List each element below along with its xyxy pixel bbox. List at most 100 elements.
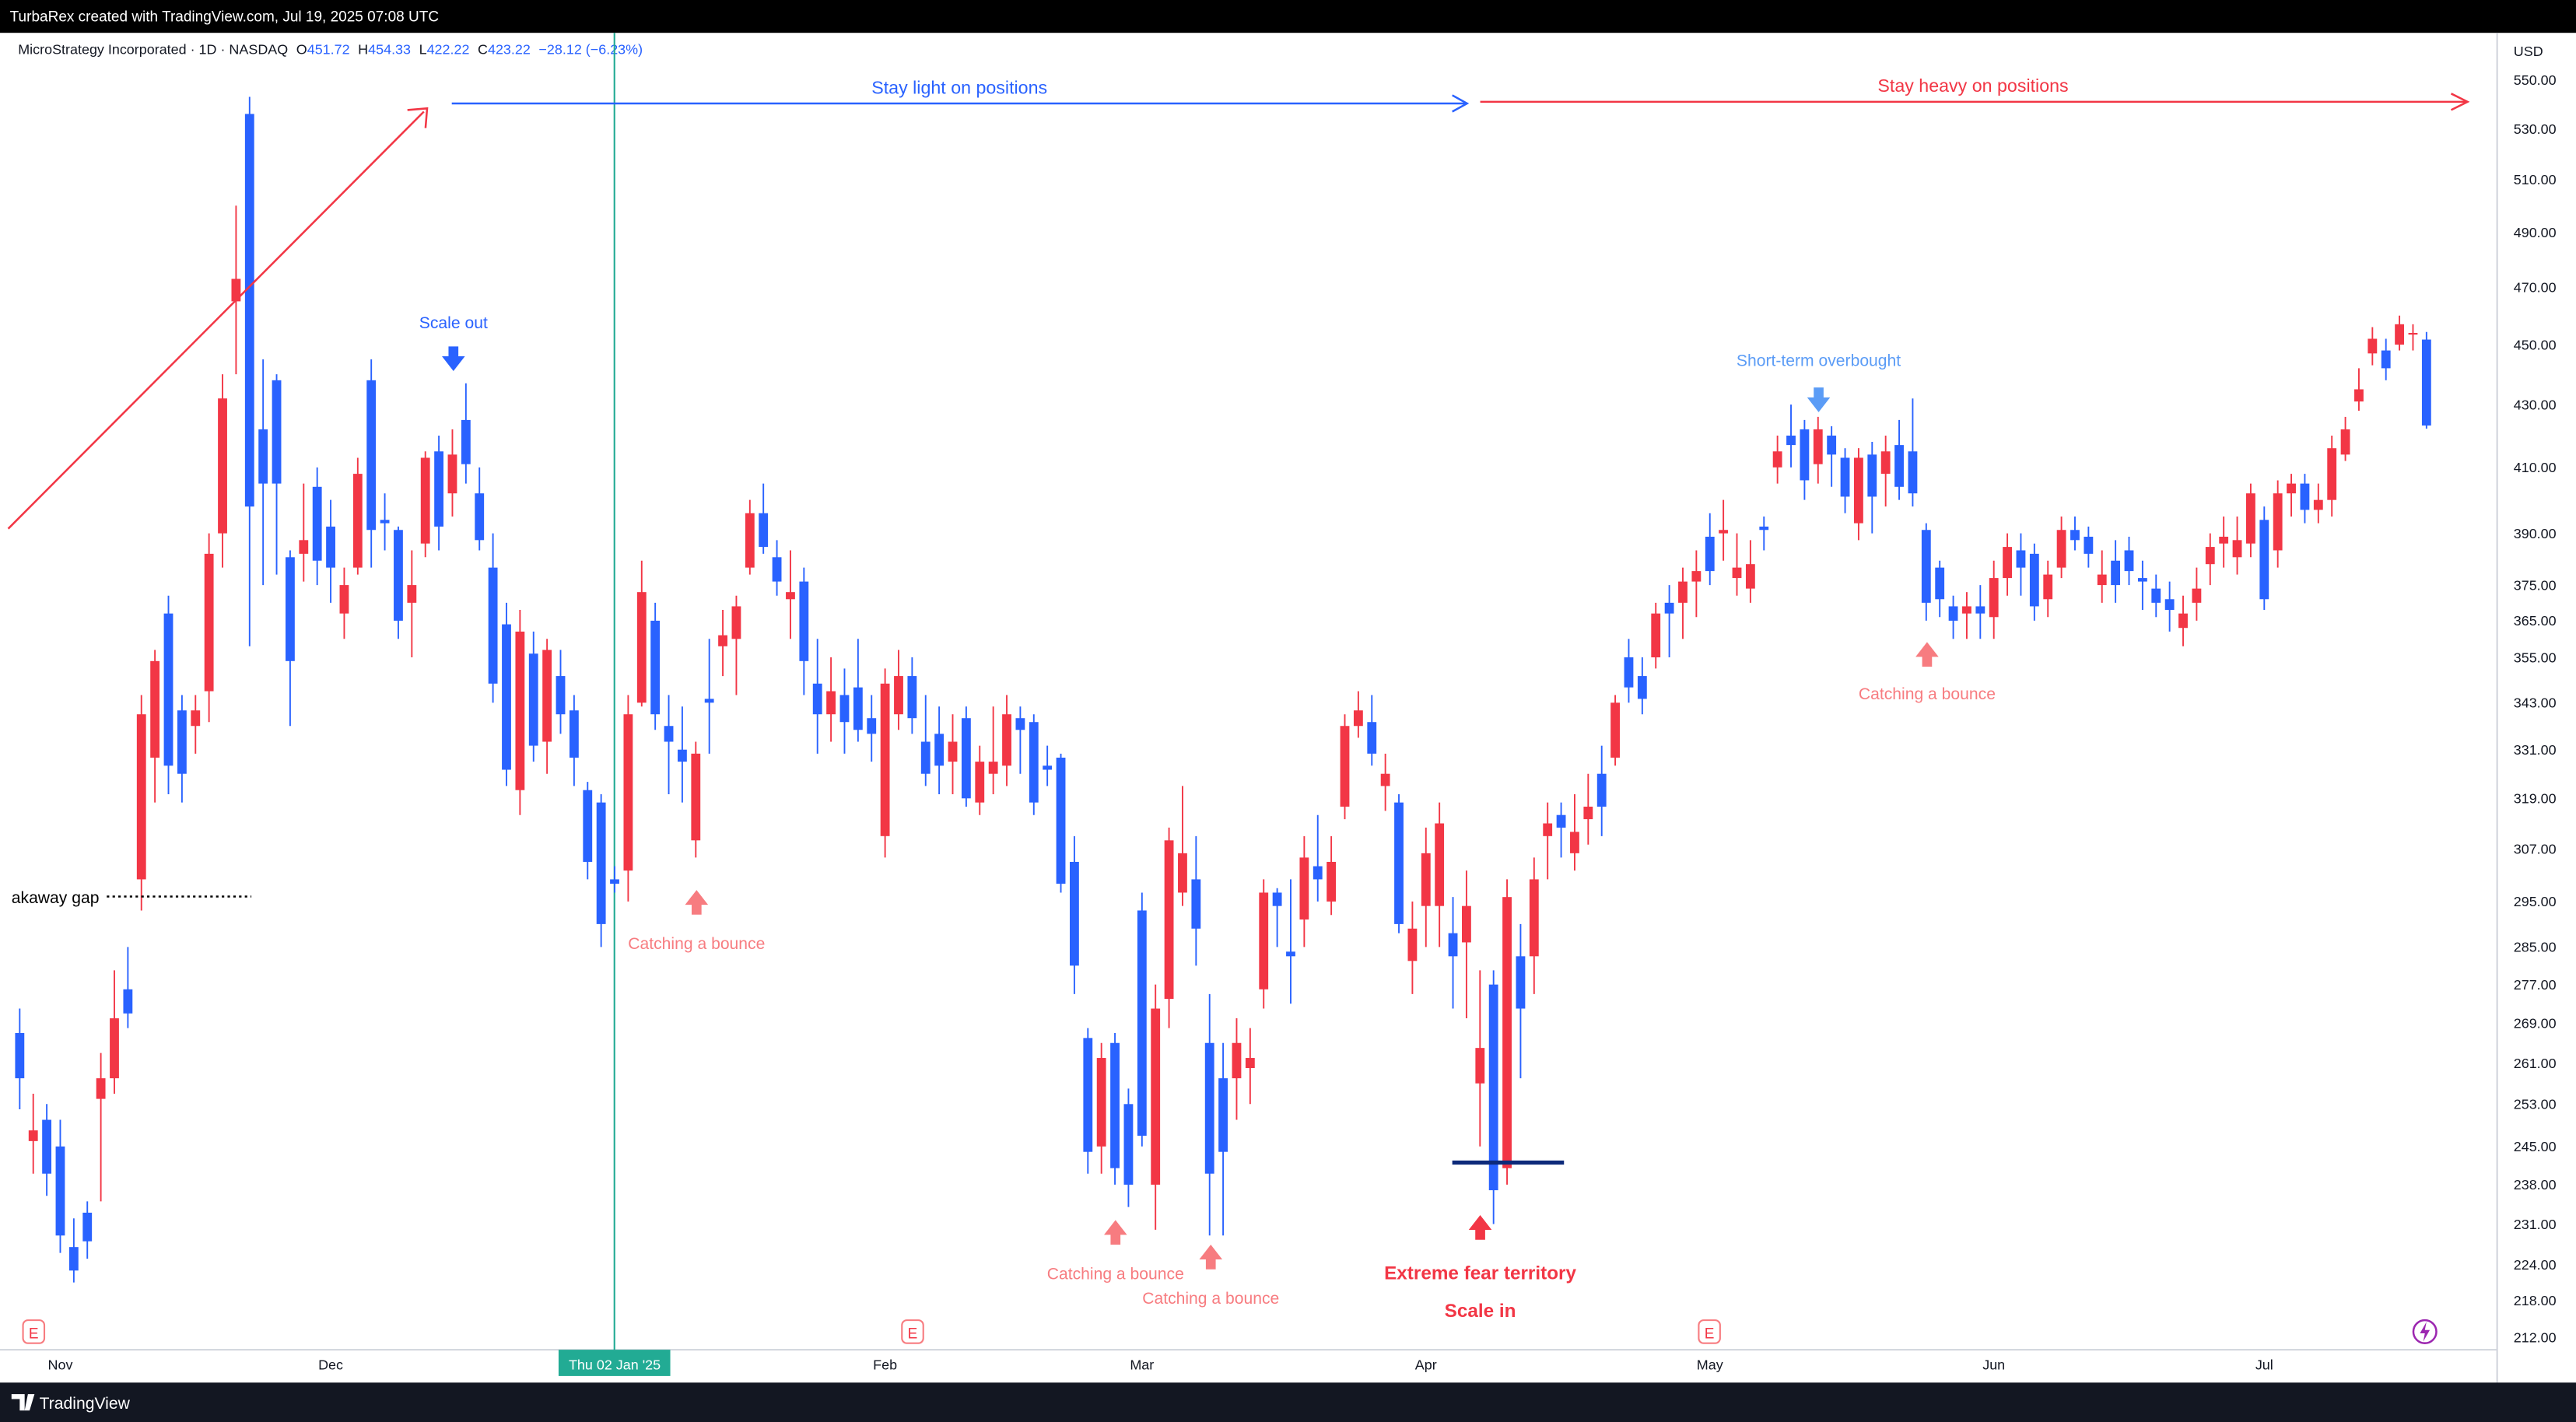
arrow-head — [407, 107, 429, 128]
candle-body — [934, 734, 945, 766]
candle-body — [299, 540, 309, 554]
candle-body — [583, 790, 593, 862]
candle-body — [1705, 536, 1715, 572]
annotation: Stay heavy on positions — [1877, 75, 2068, 96]
annotation: Catching a bounce — [1859, 685, 1996, 703]
candle-body — [745, 513, 755, 568]
candle-body — [610, 879, 619, 884]
x-tick-label: May — [1697, 1357, 1723, 1372]
candle-body — [488, 567, 498, 684]
candle-body — [691, 753, 701, 841]
candle-body — [1637, 676, 1647, 699]
candle-body — [1367, 722, 1377, 754]
candle-body — [948, 741, 958, 762]
legend-label: C — [478, 42, 488, 58]
candle-body — [2300, 483, 2310, 510]
earnings-label: E — [29, 1326, 39, 1342]
candle-body — [2273, 493, 2283, 551]
candle-body — [920, 741, 931, 774]
candle-body — [2192, 588, 2202, 603]
candle-body — [839, 695, 850, 723]
symbol-legend: MicroStrategy Incorporated · 1D · NASDAQ… — [18, 42, 643, 58]
candle-body — [1299, 857, 1309, 920]
candle-body — [799, 581, 809, 661]
candle-body — [2327, 448, 2337, 500]
x-tick-label: Thu 02 Jan '25 — [569, 1357, 661, 1372]
candle-body — [1691, 571, 1702, 582]
candle-body — [1827, 435, 1837, 455]
footer-bar — [0, 1382, 2576, 1422]
candle-body — [664, 726, 674, 742]
candle-body — [515, 631, 525, 790]
y-tick-label: 490.00 — [2514, 225, 2557, 240]
candle-body — [704, 699, 714, 703]
candle-body — [636, 592, 647, 703]
candle-body — [1151, 1008, 1161, 1185]
candle-body — [1772, 451, 1782, 468]
candle-body — [1488, 984, 1498, 1191]
candle-body — [1407, 928, 1418, 961]
candle-body — [163, 613, 173, 766]
candle-body — [2421, 339, 2431, 426]
candle-body — [1475, 1048, 1485, 1084]
candle-body — [1880, 451, 1891, 475]
y-tick-label: 365.00 — [2514, 613, 2557, 629]
y-tick-label: 212.00 — [2514, 1329, 2557, 1345]
candle-body — [650, 620, 661, 715]
candle-body — [123, 989, 133, 1014]
candle-body — [2097, 574, 2107, 586]
candle-body — [1110, 1042, 1120, 1168]
annotation: Extreme fear territory — [1384, 1263, 1576, 1284]
candle-body — [1502, 897, 1512, 1168]
up-arrow — [1468, 1215, 1492, 1240]
candle-body — [1056, 757, 1066, 884]
earnings-icon[interactable] — [1698, 1319, 1721, 1344]
candle-body — [1380, 773, 1390, 786]
candle-body — [826, 691, 836, 715]
candle-body — [150, 660, 160, 758]
legend-value: 451.72 — [307, 42, 350, 58]
candle-body — [2070, 530, 2080, 541]
candle-body — [1894, 445, 1904, 487]
earnings-icon[interactable] — [22, 1319, 46, 1344]
candle-body — [542, 650, 552, 742]
candle-body — [880, 683, 890, 836]
candle-body — [2043, 574, 2053, 600]
events-icon[interactable] — [2412, 1319, 2438, 1344]
candle-body — [110, 1018, 119, 1079]
candle-body — [407, 585, 417, 603]
candle-body — [2124, 550, 2134, 572]
candle-body — [1448, 933, 1458, 957]
candle-body — [218, 398, 227, 534]
earnings-icon[interactable] — [901, 1319, 924, 1344]
crosshair-label-bg — [558, 1350, 671, 1376]
candle-body — [2003, 547, 2012, 579]
y-tick-label: 343.00 — [2514, 695, 2557, 711]
candle-body — [2137, 578, 2147, 582]
candle-body — [1394, 802, 1404, 924]
candle-body — [2219, 536, 2229, 544]
candle-body — [1543, 823, 1553, 836]
up-arrow — [1104, 1220, 1127, 1245]
candle-body — [1989, 578, 1999, 618]
x-tick-label: Nov — [48, 1357, 73, 1372]
candle-body — [1732, 567, 1742, 579]
annotation: Scale in — [1445, 1301, 1516, 1322]
down-arrow — [1807, 387, 1831, 412]
candle-body — [1610, 702, 1621, 758]
header-text: TurbaRex created with TradingView.com, J… — [10, 9, 439, 25]
candle-body — [528, 653, 538, 746]
up-arrow — [1199, 1245, 1223, 1270]
y-tick-label: 285.00 — [2514, 940, 2557, 955]
candle-body — [312, 486, 322, 561]
y-tick-label: 410.00 — [2514, 460, 2557, 475]
candle-body — [2287, 483, 2296, 494]
annotation: akaway gap — [12, 889, 100, 907]
candle-body — [759, 513, 769, 548]
candle-body — [191, 710, 201, 727]
candle-body — [1286, 951, 1295, 957]
arrow-head — [2450, 93, 2470, 111]
candle-body — [2395, 324, 2404, 345]
candle-body — [718, 635, 727, 646]
